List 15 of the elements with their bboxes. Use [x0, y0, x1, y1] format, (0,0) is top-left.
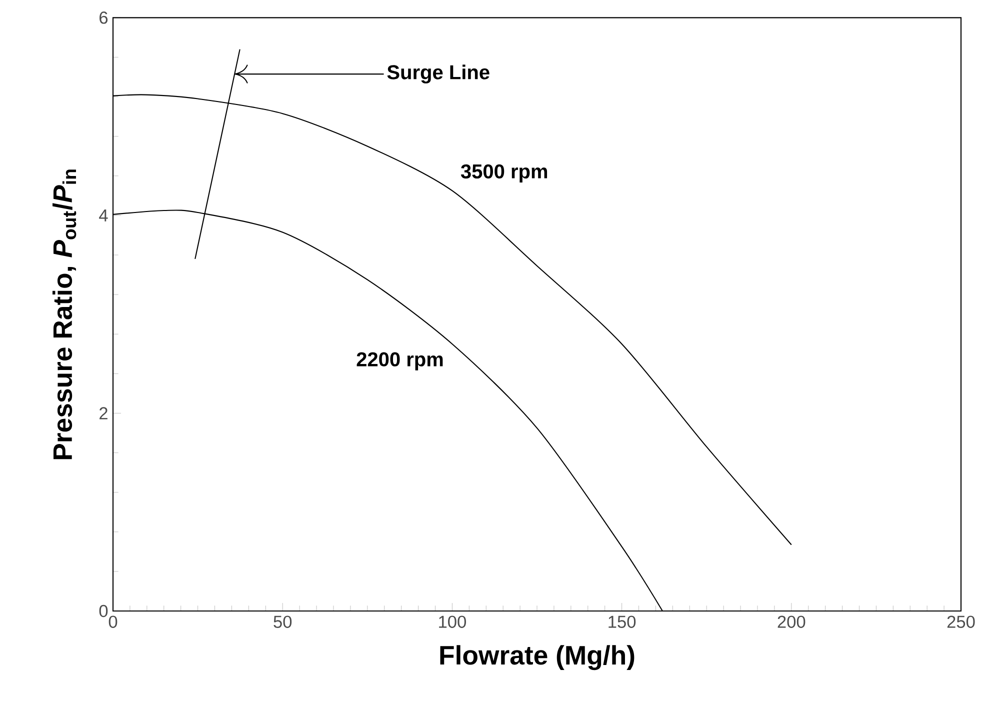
x-tick-label: 200 [778, 616, 806, 628]
series-label: 3500 rpm [460, 164, 548, 182]
x-tick-label: 0 [108, 616, 118, 628]
x-tick-label: 50 [274, 616, 292, 628]
y-tick-label: 4 [99, 209, 108, 222]
y-axis-title: Pressure Ratio, P$_{out}$/P$_{in}$ [52, 170, 76, 460]
series-label: 2200 rpm [356, 352, 443, 370]
y-tick-label: 2 [100, 407, 108, 420]
x-tick-label: 100 [439, 616, 466, 628]
y-tick-label: 6 [100, 12, 108, 24]
x-tick-label: 250 [947, 616, 975, 628]
annotation: Surge Line [387, 64, 490, 84]
y-tick-label: 0 [99, 604, 108, 618]
x-axis-title: Flowrate (Mg/h) [440, 645, 634, 670]
x-tick-label: 150 [608, 616, 636, 628]
